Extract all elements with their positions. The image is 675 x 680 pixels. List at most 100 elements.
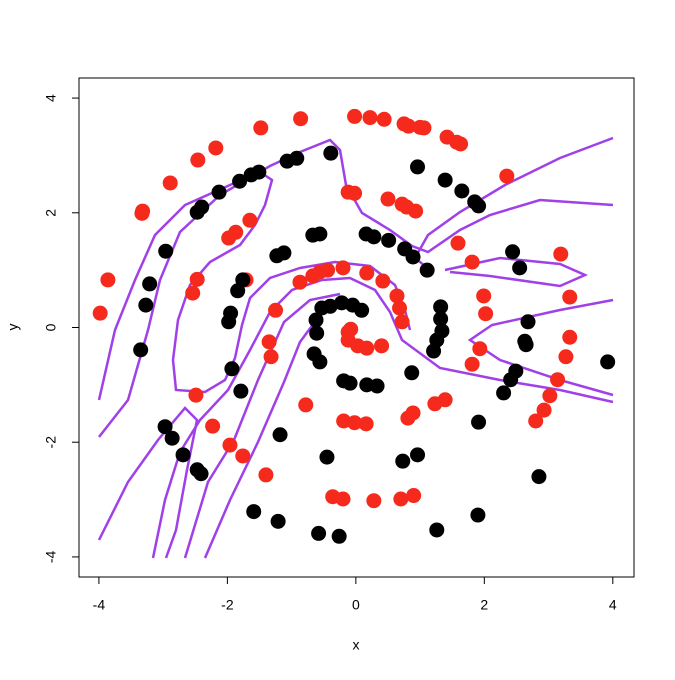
- y-tick-label: 0: [43, 323, 59, 331]
- point: [499, 168, 515, 184]
- point: [222, 437, 238, 453]
- point: [263, 349, 279, 365]
- point: [235, 448, 251, 464]
- point: [347, 415, 363, 431]
- point: [298, 397, 314, 413]
- point: [135, 203, 151, 219]
- point: [322, 298, 338, 314]
- point: [416, 120, 432, 136]
- point: [453, 136, 469, 152]
- point: [464, 356, 480, 372]
- point: [308, 312, 324, 328]
- point: [376, 111, 392, 127]
- point: [359, 340, 375, 356]
- point: [362, 110, 378, 126]
- point: [410, 447, 426, 463]
- point: [478, 306, 494, 322]
- x-tick-label: 4: [609, 597, 617, 613]
- x-tick-label: 0: [352, 597, 360, 613]
- point: [454, 183, 470, 199]
- point: [194, 199, 210, 215]
- point: [550, 372, 566, 388]
- point: [164, 430, 180, 446]
- point: [230, 283, 246, 299]
- point: [471, 198, 487, 214]
- point: [312, 226, 328, 242]
- point: [464, 254, 480, 270]
- point: [600, 354, 616, 370]
- point: [270, 513, 286, 529]
- point: [505, 244, 521, 260]
- y-tick-label: 4: [43, 94, 59, 102]
- point: [269, 248, 285, 264]
- point: [289, 150, 305, 166]
- x-axis-label: x: [353, 637, 360, 653]
- contours: [97, 136, 614, 559]
- point: [437, 172, 453, 188]
- point: [531, 469, 547, 485]
- x-tick-label: -2: [221, 597, 234, 613]
- point: [354, 302, 370, 318]
- point: [520, 314, 536, 330]
- point: [419, 262, 435, 278]
- point: [232, 173, 248, 189]
- contour-line: [203, 314, 322, 559]
- point: [472, 341, 488, 357]
- point: [528, 413, 544, 429]
- point: [242, 212, 258, 228]
- point: [233, 383, 249, 399]
- point: [389, 288, 405, 304]
- point: [394, 314, 410, 330]
- point: [221, 230, 237, 246]
- point: [292, 274, 308, 290]
- x-tick-label: 2: [480, 597, 488, 613]
- point: [512, 260, 528, 276]
- point: [272, 427, 288, 443]
- point: [374, 338, 390, 354]
- point: [224, 361, 240, 377]
- point: [246, 504, 262, 520]
- point: [319, 449, 335, 465]
- point: [347, 185, 363, 201]
- point: [311, 525, 327, 541]
- point: [205, 418, 221, 434]
- point: [133, 342, 149, 358]
- point: [392, 300, 408, 316]
- point: [142, 276, 158, 292]
- point: [405, 249, 421, 265]
- point: [366, 493, 382, 509]
- point: [518, 337, 534, 353]
- point: [359, 265, 375, 281]
- point: [208, 140, 224, 156]
- y-tick-label: -4: [43, 550, 59, 563]
- point: [221, 314, 237, 330]
- point: [406, 488, 422, 504]
- point: [369, 378, 385, 394]
- point: [393, 491, 409, 507]
- y-tick-label: -2: [43, 436, 59, 449]
- point: [450, 235, 466, 251]
- point: [470, 507, 486, 523]
- point: [395, 453, 411, 469]
- point: [258, 467, 274, 483]
- y-axis-label: y: [5, 324, 21, 331]
- y-tick-label: 2: [43, 209, 59, 217]
- point: [562, 329, 578, 345]
- point: [100, 272, 116, 288]
- point: [211, 184, 227, 200]
- point: [380, 191, 396, 207]
- point: [188, 387, 204, 403]
- point: [293, 111, 309, 127]
- point: [331, 528, 347, 544]
- point: [426, 343, 442, 359]
- contour-line: [444, 256, 589, 288]
- contour-line: [151, 276, 614, 559]
- point: [335, 491, 351, 507]
- point: [358, 416, 374, 432]
- point: [323, 145, 339, 161]
- point: [158, 243, 174, 259]
- point: [433, 311, 449, 327]
- point: [429, 522, 445, 538]
- contour-line: [98, 138, 614, 438]
